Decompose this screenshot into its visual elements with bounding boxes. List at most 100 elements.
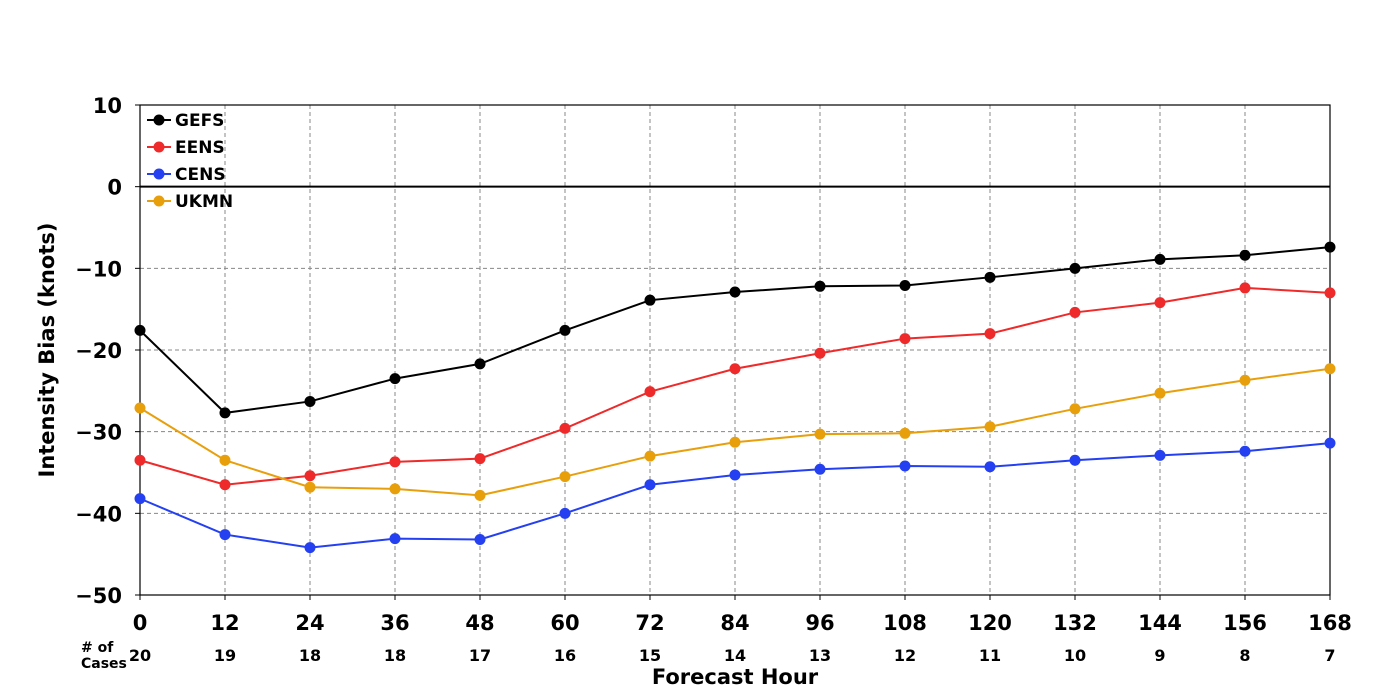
legend-label: EENS [175, 138, 225, 158]
x-tick-label: 60 [550, 611, 579, 635]
data-point [389, 373, 401, 385]
x-tick-label: 48 [465, 611, 494, 635]
data-point [814, 280, 826, 292]
x-tick-label: 36 [380, 611, 409, 635]
data-point [474, 453, 486, 465]
data-point [644, 294, 656, 306]
data-point [984, 271, 996, 283]
series-gefs [134, 241, 1336, 419]
tick-layer: 0 12 24 36 48 60 72 84 96 108 120 132 144 156 168 10 0 −1… [75, 94, 1352, 635]
series-ukmn [134, 363, 1336, 501]
case-count: 7 [1324, 646, 1335, 665]
data-point [304, 395, 316, 407]
data-point [1239, 249, 1251, 261]
cases-layer: # of Cases 20 19 18 18 17 16 15 14 13 12 11 10 9 8 7 [81, 640, 1336, 672]
data-point [1239, 445, 1251, 457]
data-point [1069, 306, 1081, 318]
data-point [1154, 387, 1166, 399]
data-point [559, 471, 571, 483]
data-point [474, 489, 486, 501]
data-point [729, 286, 741, 298]
data-point [1324, 363, 1336, 375]
legend-entry: EENS [147, 138, 225, 158]
data-point [729, 436, 741, 448]
data-point [134, 324, 146, 336]
case-count: 12 [894, 646, 916, 665]
y-tick-label: −10 [75, 257, 122, 281]
case-count: 13 [809, 646, 831, 665]
legend-entry: GEFS [147, 111, 224, 131]
series-layer [134, 241, 1336, 554]
x-tick-label: 0 [133, 611, 148, 635]
case-count: 15 [639, 646, 661, 665]
legend-marker [153, 195, 165, 207]
cases-label-line1: # of [81, 640, 114, 656]
data-point [899, 460, 911, 472]
case-count: 8 [1239, 646, 1250, 665]
y-tick-label: −50 [75, 584, 122, 608]
data-point [1069, 262, 1081, 274]
data-point [219, 479, 231, 491]
legend-label: CENS [175, 165, 226, 185]
x-tick-label: 12 [210, 611, 239, 635]
legend-label: GEFS [175, 111, 224, 131]
data-point [304, 481, 316, 493]
data-point [814, 463, 826, 475]
data-point [1154, 449, 1166, 461]
data-point [134, 493, 146, 505]
legend-label: UKMN [175, 192, 233, 212]
data-point [1239, 282, 1251, 294]
y-tick-label: 10 [93, 94, 122, 118]
grid-layer [139, 104, 1331, 596]
data-point [984, 461, 996, 473]
data-point [729, 363, 741, 375]
data-point [559, 422, 571, 434]
cases-label-line2: Cases [81, 656, 127, 672]
y-tick-label: 0 [107, 176, 122, 200]
data-point [1239, 374, 1251, 386]
data-point [134, 402, 146, 414]
x-tick-label: 84 [720, 611, 749, 635]
case-count: 18 [299, 646, 321, 665]
case-count: 9 [1154, 646, 1165, 665]
data-point [984, 328, 996, 340]
x-tick-label: 144 [1138, 611, 1182, 635]
x-tick-label: 108 [883, 611, 927, 635]
x-tick-label: 168 [1308, 611, 1352, 635]
legend-entry: UKMN [147, 192, 233, 212]
data-point [389, 483, 401, 495]
data-point [899, 427, 911, 439]
data-point [304, 470, 316, 482]
case-count: 14 [724, 646, 746, 665]
data-point [389, 533, 401, 545]
data-point [219, 454, 231, 466]
legend-marker [153, 114, 165, 126]
case-count: 10 [1064, 646, 1086, 665]
series-eens [134, 282, 1336, 491]
data-point [389, 456, 401, 468]
data-point [1324, 241, 1336, 253]
y-tick-label: −20 [75, 339, 122, 363]
x-tick-label: 24 [295, 611, 324, 635]
case-count: 19 [214, 646, 236, 665]
x-tick-label: 120 [968, 611, 1012, 635]
data-point [1154, 297, 1166, 309]
data-point [899, 279, 911, 291]
data-point [474, 533, 486, 545]
case-count: 11 [979, 646, 1001, 665]
series-cens [134, 437, 1336, 554]
y-axis-title: Intensity Bias (knots) [35, 223, 59, 478]
case-count: 17 [469, 646, 491, 665]
y-tick-label: −40 [75, 502, 122, 526]
legend-marker [153, 141, 165, 153]
y-tick-label: −30 [75, 421, 122, 445]
case-count: 18 [384, 646, 406, 665]
legend-entry: CENS [147, 165, 226, 185]
x-tick-label: 132 [1053, 611, 1097, 635]
data-point [814, 428, 826, 440]
data-point [134, 454, 146, 466]
x-tick-label: 72 [635, 611, 664, 635]
x-axis-title: Forecast Hour [652, 665, 819, 689]
data-point [1069, 454, 1081, 466]
